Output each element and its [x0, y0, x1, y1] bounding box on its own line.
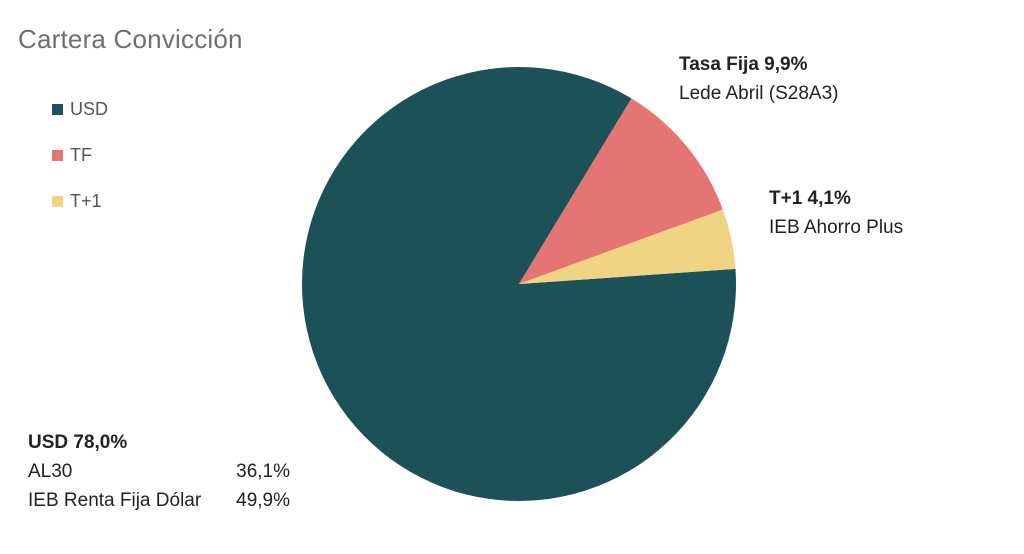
annotation-usd-row-name: IEB Renta Fija Dólar [28, 490, 202, 511]
annotation-tf-detail: Lede Abril (S28A3) [679, 83, 839, 104]
annotation-usd-header: USD 78,0% [28, 432, 128, 453]
annotation-usd-row-name: AL30 [28, 461, 73, 482]
legend-item-usd: USD [52, 86, 108, 132]
annotation-usd: USD 78,0% AL30 36,1% IEB Renta Fija Dóla… [28, 428, 290, 515]
legend-item-t1: T+1 [52, 178, 108, 224]
legend-swatch-tf [52, 149, 63, 161]
legend-swatch-t1 [52, 195, 63, 207]
annotation-usd-row-value: 49,9% [236, 490, 290, 511]
annotation-usd-row-value: 36,1% [236, 461, 290, 482]
annotation-usd-row: IEB Renta Fija Dólar 49,9% [28, 486, 290, 515]
annotation-t1-detail: IEB Ahorro Plus [769, 217, 904, 238]
chart-title: Cartera Convicción [18, 24, 243, 54]
annotation-tasa-fija: Tasa Fija 9,9% Lede Abril (S28A3) [679, 50, 839, 108]
legend-label-t1: T+1 [70, 190, 102, 211]
legend-swatch-usd [52, 103, 63, 115]
annotation-t1-header: T+1 4,1% [769, 188, 851, 209]
annotation-tf-header: Tasa Fija 9,9% [679, 54, 808, 75]
legend: USD TF T+1 [52, 86, 108, 224]
legend-label-tf: TF [70, 144, 92, 165]
pie-slice-tf [519, 98, 723, 285]
annotation-usd-row: AL30 36,1% [28, 457, 290, 486]
legend-item-tf: TF [52, 132, 108, 178]
pie-slice-t1 [519, 209, 736, 284]
legend-label-usd: USD [70, 98, 109, 119]
annotation-t1: T+1 4,1% IEB Ahorro Plus [769, 184, 903, 242]
